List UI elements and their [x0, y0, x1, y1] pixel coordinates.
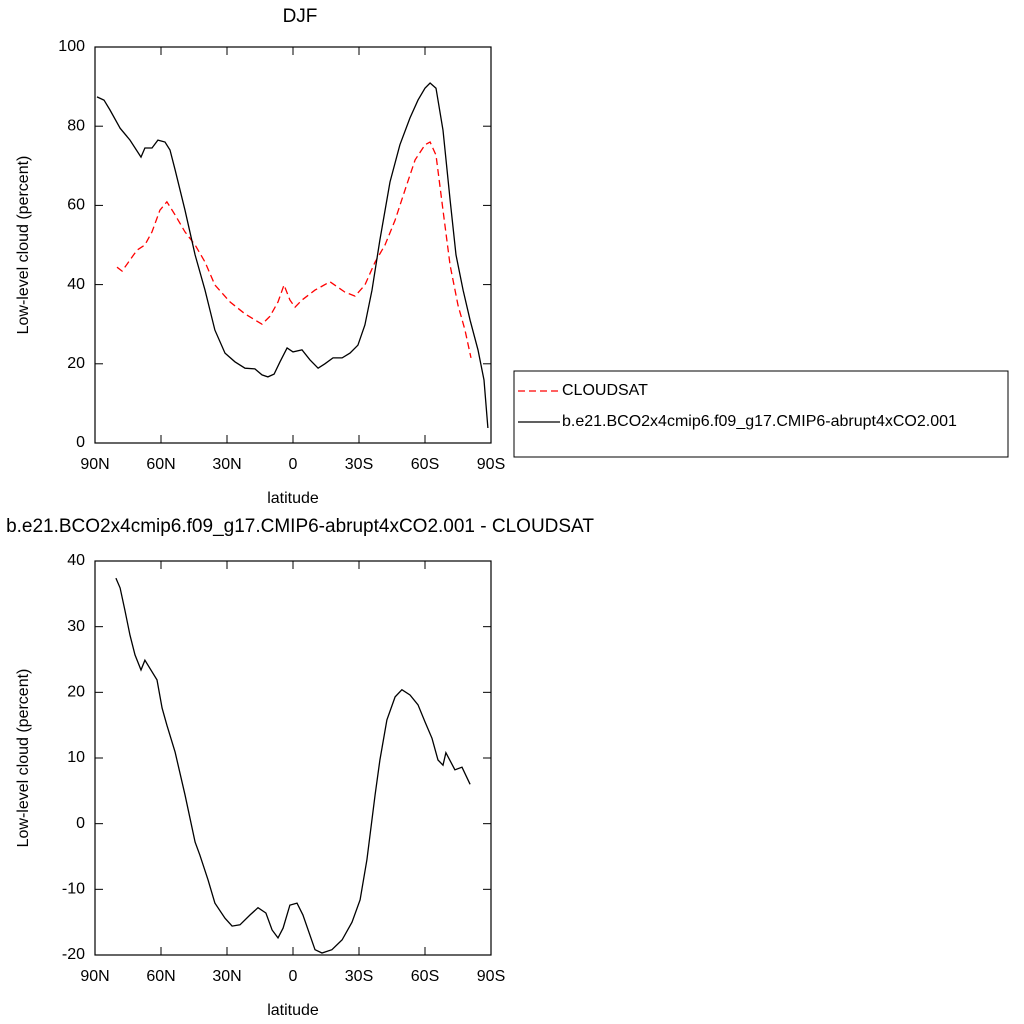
x-tick-label: 0: [289, 456, 298, 473]
x-axis-label: latitude: [267, 1002, 319, 1019]
x-tick-label: 30N: [212, 456, 241, 473]
y-tick-label: 0: [76, 815, 85, 832]
y-axis-label: Low-level cloud (percent): [15, 669, 32, 848]
x-tick-label: 90N: [80, 456, 109, 473]
x-tick-label: 60N: [146, 456, 175, 473]
y-tick-label: 40: [67, 552, 85, 569]
y-tick-label: 30: [67, 618, 85, 635]
y-tick-label: 60: [67, 197, 85, 214]
y-tick-label: 0: [76, 434, 85, 451]
data-line: [116, 141, 472, 359]
data-line: [96, 82, 489, 429]
x-axis-label: latitude: [267, 490, 319, 507]
plot-frame: [94, 560, 492, 956]
y-tick-label: 20: [67, 355, 85, 372]
chart-title: b.e21.BCO2x4cmip6.f09_g17.CMIP6-abrupt4x…: [6, 516, 594, 537]
y-tick-label: 10: [67, 749, 85, 766]
x-tick-label: 60S: [411, 456, 439, 473]
y-tick-label: -10: [62, 881, 85, 898]
plot-frame: [94, 46, 492, 444]
y-tick-label: 40: [67, 276, 85, 293]
legend-label: CLOUDSAT: [562, 382, 648, 399]
x-tick-label: 60S: [411, 968, 439, 985]
x-tick-label: 90S: [477, 968, 505, 985]
y-tick-label: -20: [62, 946, 85, 963]
x-tick-label: 90N: [80, 968, 109, 985]
x-tick-label: 90S: [477, 456, 505, 473]
x-tick-label: 60N: [146, 968, 175, 985]
y-tick-label: 20: [67, 684, 85, 701]
x-tick-label: 30S: [345, 456, 373, 473]
y-tick-label: 80: [67, 117, 85, 134]
data-line: [115, 577, 471, 954]
legend-box: [513, 370, 1009, 458]
legend-label: b.e21.BCO2x4cmip6.f09_g17.CMIP6-abrupt4x…: [562, 413, 957, 430]
x-tick-label: 0: [289, 968, 298, 985]
y-tick-label: 100: [58, 38, 85, 55]
chart-title: DJF: [283, 6, 318, 27]
y-axis-label: Low-level cloud (percent): [15, 156, 32, 335]
x-tick-label: 30N: [212, 968, 241, 985]
x-tick-label: 30S: [345, 968, 373, 985]
